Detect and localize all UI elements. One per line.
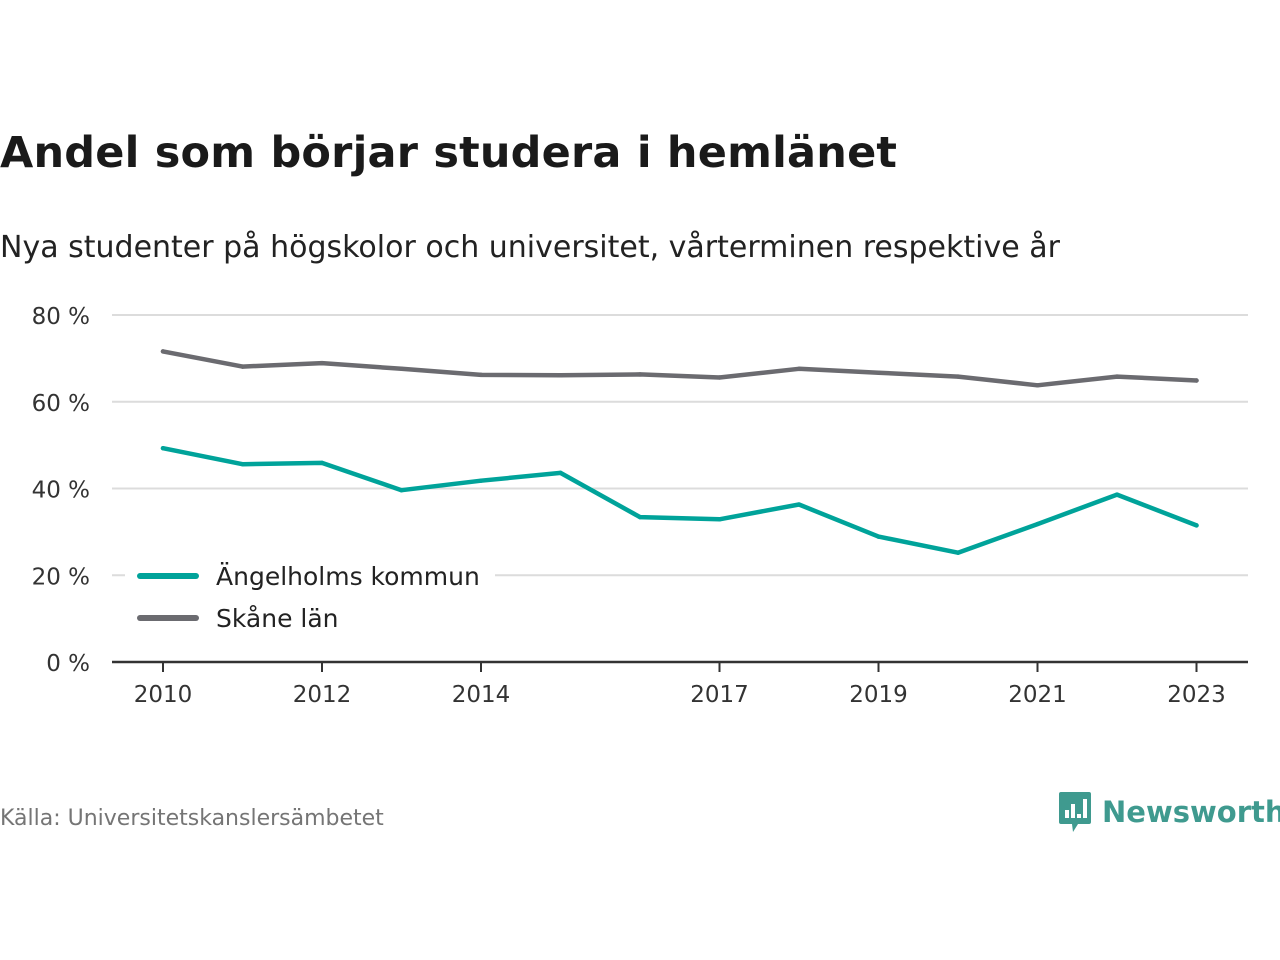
x-axis: 2010 2012 2014 2017 2019 2021 2023: [112, 660, 1248, 708]
x-tick-label: 2023: [1167, 682, 1226, 708]
series-line: [160, 349, 1199, 388]
series-lines: [160, 349, 1199, 555]
y-tick-label: 20 %: [32, 564, 90, 590]
x-tick-label: 2021: [1008, 682, 1067, 708]
newsworthy-logo-icon: [1059, 792, 1091, 832]
data-point: [478, 478, 484, 483]
data-point: [717, 517, 722, 522]
brand-name: Newsworthy: [1102, 795, 1280, 829]
data-point: [1035, 521, 1040, 527]
chart-subtitle: Nya studenter på högskolor och universit…: [0, 230, 1060, 265]
data-point: [240, 364, 245, 369]
series-line: [160, 445, 1199, 555]
data-point: [876, 370, 881, 375]
x-tick-label: 2012: [293, 682, 352, 708]
data-point: [478, 372, 484, 378]
data-point: [319, 460, 325, 466]
y-tick-label: 40 %: [32, 478, 90, 504]
x-tick-label: 2010: [134, 682, 193, 708]
data-point: [1194, 523, 1199, 528]
legend-label: Skåne län: [216, 604, 339, 633]
data-point: [637, 514, 643, 520]
chart-title: Andel som börjar studera i hemlänet: [0, 128, 898, 178]
data-point: [876, 534, 881, 539]
x-tick-label: 2014: [452, 682, 511, 708]
y-tick-label: 60 %: [32, 391, 90, 417]
data-point: [1114, 492, 1120, 497]
data-point: [1194, 378, 1199, 383]
y-tick-label: 0 %: [46, 651, 90, 677]
y-tick-label: 80 %: [32, 304, 90, 330]
data-point: [1114, 374, 1120, 379]
data-point: [637, 372, 643, 377]
data-point: [399, 366, 404, 371]
x-tick-label: 2017: [690, 682, 749, 708]
brand-logo[interactable]: Newsworthy: [1058, 790, 1280, 834]
data-point: [319, 360, 325, 366]
data-point: [796, 366, 802, 371]
data-point: [1035, 383, 1040, 388]
data-point: [955, 374, 961, 379]
legend-background: [125, 552, 495, 637]
data-point: [399, 488, 404, 493]
data-point: [955, 550, 961, 555]
data-point: [558, 373, 563, 378]
x-tick-label: 2019: [849, 682, 908, 708]
data-point: [558, 470, 563, 476]
data-point: [240, 462, 245, 467]
gridlines: 0 % 20 % 40 % 60 % 80 %: [32, 304, 1248, 677]
data-point: [796, 502, 802, 507]
data-point: [160, 445, 166, 451]
legend-label: Ängelholms kommun: [216, 562, 480, 591]
data-point: [717, 375, 722, 380]
source-note: Källa: Universitetskanslersämbetet: [0, 806, 384, 831]
data-point: [160, 349, 166, 354]
legend: Ängelholms kommun Skåne län: [125, 552, 495, 637]
